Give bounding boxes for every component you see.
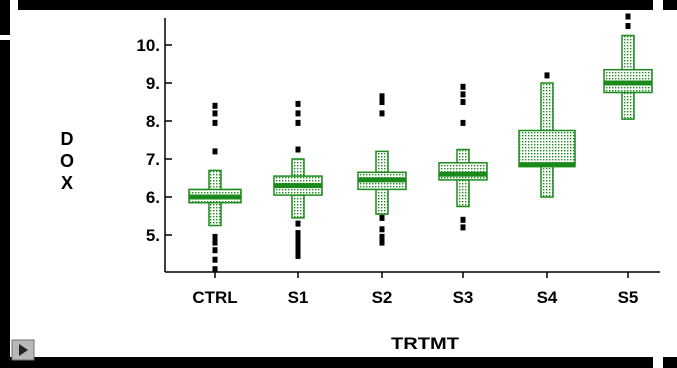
play-arrow-icon [19,344,28,356]
y-ticks: 5. 6. 7. 8. 9. 10. [136,36,172,245]
outlier-point [212,119,218,126]
median-line [358,177,406,183]
y-axis-label: DOX [60,129,74,193]
box-s5 [603,13,653,120]
outlier-point [379,233,385,240]
box-s3 [438,83,488,231]
frame-border-bottom [0,357,677,368]
y-axis-label-letter: O [60,151,74,171]
outlier-point [212,110,218,117]
frame-border-top [0,0,677,10]
outlier-point [295,119,301,126]
x-tick-label: S2 [372,288,393,307]
outlier-point [295,230,301,237]
outlier-point [212,148,218,155]
outlier-point [460,119,466,126]
outlier-point [295,146,301,153]
box-s1 [273,100,323,259]
x-tick-label: S5 [618,288,639,307]
outlier-point [544,72,550,79]
x-ticks: CTRL S1 S2 S3 S4 S5 [192,272,638,307]
outlier-point [295,110,301,117]
outlier-point [379,93,385,100]
median-line [519,162,575,168]
median-line [189,194,241,200]
x-tick-label: S4 [537,288,558,307]
y-tick-label: 9. [146,74,160,93]
outlier-point [460,99,466,105]
outlier-point [379,214,385,221]
x-tick-label: S3 [453,288,474,307]
median-line [439,171,487,177]
box-ctrl [188,102,242,273]
y-tick-label: 7. [146,150,160,169]
iqr-box [438,162,488,181]
frame-gap-top-left [10,0,18,10]
box-s2 [357,93,407,246]
outlier-point [460,224,466,231]
expand-arrow-button[interactable] [11,339,35,361]
outlier-point [625,13,631,20]
outlier-point [379,239,385,246]
outlier-point [295,241,301,248]
outlier-point [212,239,218,246]
frame-gap-top-right [653,0,663,10]
outlier-point [460,216,466,223]
outlier-point [460,83,466,90]
outlier-point [212,102,218,109]
box-plot-series [188,13,653,273]
outlier-point [379,110,385,117]
outlier-point [379,99,385,105]
y-tick-label: 5. [146,226,160,245]
y-tick-label: 8. [146,112,160,131]
outlier-point [295,100,301,107]
outlier-point [212,256,218,263]
y-tick-label: 10. [136,36,160,55]
outlier-point [295,220,301,227]
iqr-box [518,129,576,168]
outlier-point [212,266,218,273]
box-s4 [518,72,576,198]
outlier-point [625,23,631,29]
x-axis-label: TRTMT [391,334,460,353]
frame-gap-left [0,35,10,40]
frame-border-left [0,0,10,368]
frame-gap-bottom [653,357,663,368]
x-tick-label: CTRL [192,288,237,307]
y-axis-label-letter: X [61,173,73,193]
outlier-point [295,252,301,259]
outlier-point [379,226,385,233]
median-line [604,80,652,86]
y-tick-label: 6. [146,188,160,207]
outlier-point [212,233,218,240]
outlier-point [295,235,301,242]
outlier-point [295,247,301,254]
outlier-point [460,91,466,98]
outlier-point [212,247,218,254]
median-line [274,183,322,189]
y-axis-label-letter: D [61,129,74,149]
x-tick-label: S1 [288,288,309,307]
